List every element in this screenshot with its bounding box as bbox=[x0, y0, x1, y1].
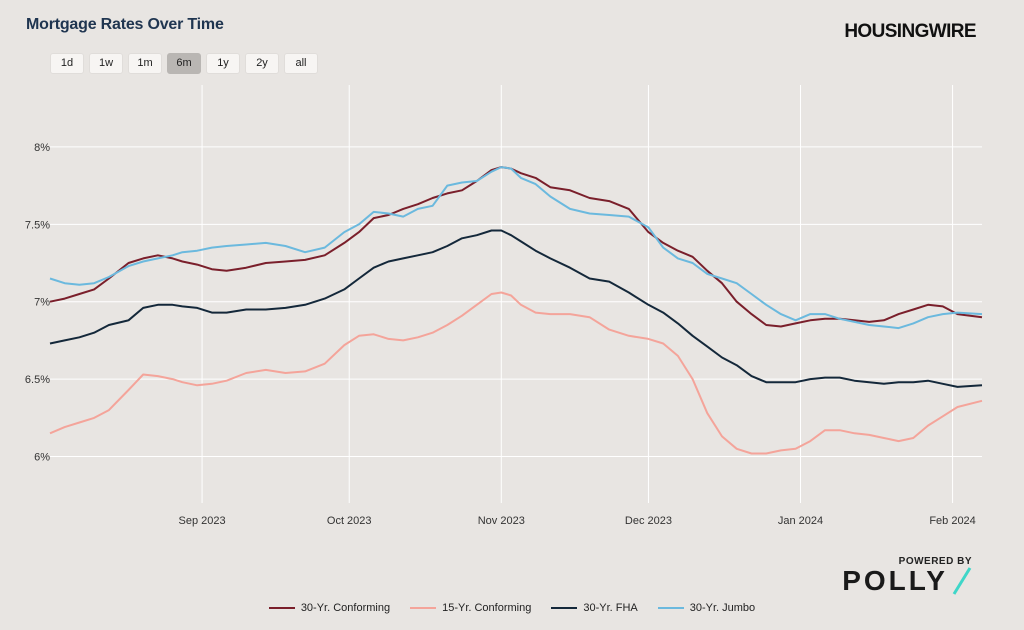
legend-swatch bbox=[410, 607, 437, 609]
x-tick-label: Jan 2024 bbox=[778, 515, 823, 527]
range-selector: 1d 1w 1m 6m 1y 2y all bbox=[50, 53, 318, 74]
legend-item-30yr-fha[interactable]: 30-Yr. FHA bbox=[551, 602, 638, 614]
chart-title: Mortgage Rates Over Time bbox=[26, 16, 224, 33]
series-line-15-yr-conforming bbox=[49, 291, 983, 455]
legend-label: 30-Yr. Jumbo bbox=[689, 602, 756, 614]
housingwire-logo: HOUSINGWIRE bbox=[844, 21, 976, 42]
line-chart: 6% 6.5% 7% 7.5% 8% Sep 2023 Oct 2023 Nov 2023 De… bbox=[25, 85, 983, 527]
polly-logo: POLLY bbox=[842, 565, 948, 596]
y-tick-label: 6% bbox=[34, 452, 50, 464]
range-1y-button[interactable]: 1y bbox=[206, 53, 240, 74]
legend-swatch bbox=[268, 607, 295, 609]
range-1d-button[interactable]: 1d bbox=[50, 53, 84, 74]
legend-item-30yr-jumbo[interactable]: 30-Yr. Jumbo bbox=[657, 602, 756, 614]
chart-legend: 30-Yr. Conforming 15-Yr. Conforming 30-Y… bbox=[0, 602, 1024, 614]
legend-item-15yr-conforming[interactable]: 15-Yr. Conforming bbox=[410, 602, 531, 614]
legend-swatch bbox=[551, 607, 578, 609]
legend-label: 30-Yr. FHA bbox=[583, 602, 638, 614]
powered-by-polly: POWERED BY POLLY bbox=[842, 556, 972, 596]
powered-by-label: POWERED BY bbox=[898, 556, 972, 567]
polly-slash-icon bbox=[952, 567, 972, 595]
range-1w-button[interactable]: 1w bbox=[89, 53, 123, 74]
range-2y-button[interactable]: 2y bbox=[245, 53, 279, 74]
x-tick-label: Oct 2023 bbox=[327, 515, 372, 527]
range-6m-button[interactable]: 6m bbox=[167, 53, 201, 74]
series-line-30-yr-fha bbox=[49, 229, 983, 388]
y-tick-label: 6.5% bbox=[25, 374, 50, 386]
legend-label: 15-Yr. Conforming bbox=[442, 602, 532, 614]
y-tick-label: 8% bbox=[34, 142, 50, 154]
legend-swatch bbox=[657, 607, 684, 609]
series-line-30-yr-jumbo bbox=[49, 166, 983, 330]
x-tick-label: Feb 2024 bbox=[929, 515, 975, 527]
series-line-30-yr-conforming bbox=[49, 166, 983, 328]
x-tick-label: Nov 2023 bbox=[478, 515, 525, 527]
range-all-button[interactable]: all bbox=[284, 53, 318, 74]
x-tick-label: Sep 2023 bbox=[179, 515, 226, 527]
range-1m-button[interactable]: 1m bbox=[128, 53, 162, 74]
y-tick-label: 7.5% bbox=[25, 219, 50, 231]
y-tick-label: 7% bbox=[34, 297, 50, 309]
x-tick-label: Dec 2023 bbox=[625, 515, 672, 527]
legend-item-30yr-conforming[interactable]: 30-Yr. Conforming bbox=[268, 602, 391, 614]
legend-label: 30-Yr. Conforming bbox=[300, 602, 391, 614]
